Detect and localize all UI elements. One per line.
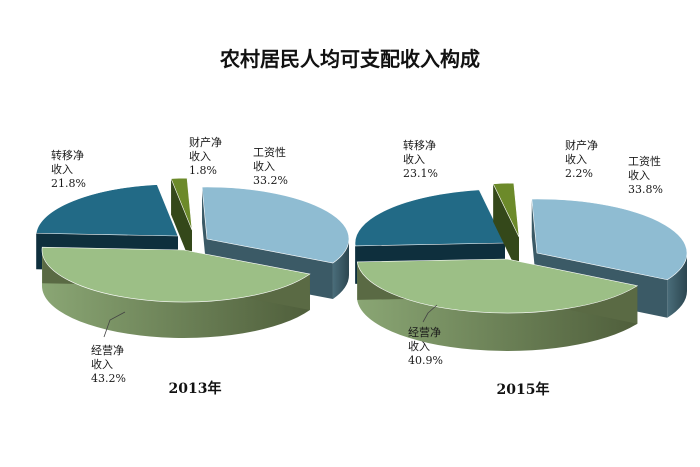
slice-wage-side <box>332 239 349 300</box>
slice-business-top <box>356 258 639 314</box>
slice-business-side <box>357 261 638 352</box>
slice-property-0 <box>170 177 193 266</box>
leader-business-2015 <box>422 304 438 323</box>
slice-property-cut-0 <box>493 183 519 275</box>
leader-business-2013 <box>103 311 126 338</box>
pie-2015-slices <box>354 182 688 352</box>
slice-business-0 <box>41 246 311 339</box>
pie-2013-slices <box>35 177 350 339</box>
slice-business-1 <box>356 258 639 352</box>
slice-wage-side <box>667 253 687 318</box>
pie-2013: 转移净 收入 21.8% 财产净 收入 1.8% 工资性 收入 33.2% 经营… <box>35 135 350 397</box>
label-business-2015: 经营净 收入 40.9% <box>408 325 445 367</box>
label-property-2015: 财产净 收入 2.2% <box>565 138 602 180</box>
year-label-2015: 2015年 <box>497 381 550 398</box>
slice-transfer-top <box>354 189 506 247</box>
slice-wage-top <box>201 186 350 264</box>
slice-business-top <box>41 246 311 303</box>
year-label-2013: 2013年 <box>169 380 222 397</box>
slice-property-cut-0 <box>171 178 192 266</box>
label-transfer-2015: 转移净 收入 23.1% <box>403 138 440 180</box>
slice-business-side <box>42 250 310 339</box>
pie-2015: 转移净 收入 23.1% 财产净 收入 2.2% 工资性 收入 33.8% 经营… <box>354 138 688 398</box>
slice-wage-top <box>531 198 688 281</box>
label-transfer-2013: 转移净 收入 21.8% <box>51 148 88 190</box>
slice-transfer-top <box>35 184 179 237</box>
slice-property-1 <box>492 182 520 275</box>
slice-wage-cut-0 <box>202 187 207 275</box>
chart-title: 农村居民人均可支配收入构成 <box>219 47 480 71</box>
label-property-2013: 财产净 收入 1.8% <box>189 135 226 177</box>
label-wage-2013: 工资性 收入 33.2% <box>253 145 290 187</box>
label-business-2013: 经营净 收入 43.2% <box>91 343 128 385</box>
label-wage-2015: 工资性 收入 33.8% <box>628 154 665 196</box>
slice-property-top <box>170 177 193 231</box>
slice-property-top <box>492 182 520 238</box>
